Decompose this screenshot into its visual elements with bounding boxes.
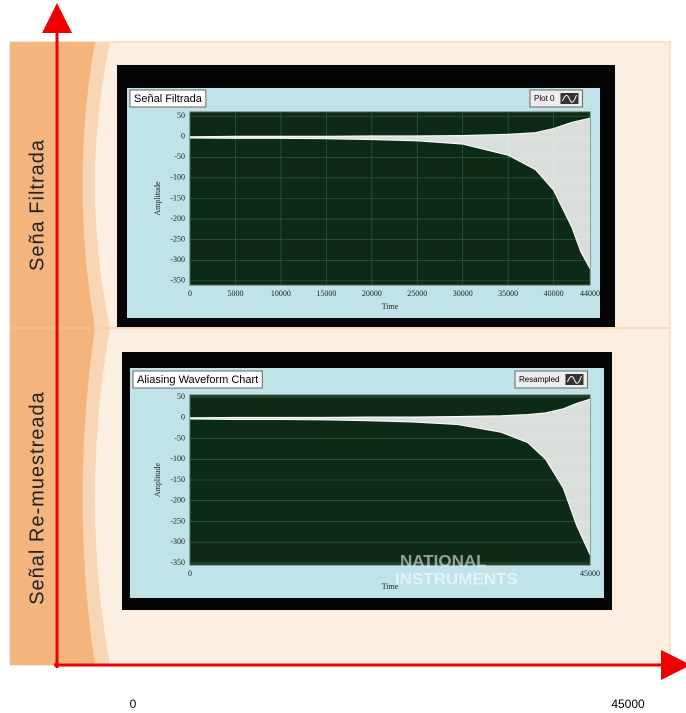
x-tick-label: 0 xyxy=(130,697,137,711)
signal-envelope xyxy=(190,118,590,269)
x-tick-label: 20000 xyxy=(362,289,382,298)
signal-lower xyxy=(189,418,591,555)
legend-label: Resampled xyxy=(519,375,559,384)
x-tick-label: 10000 xyxy=(271,289,291,298)
x-tick-label: 45000 xyxy=(580,569,600,578)
legend-line xyxy=(562,94,577,103)
x-tick-label: 30000 xyxy=(453,289,473,298)
y-tick-label: -50 xyxy=(174,152,185,161)
y-tick-label: 0 xyxy=(181,132,185,141)
y-tick-label: -200 xyxy=(170,496,185,505)
signal-envelope xyxy=(190,399,590,555)
y-tick-label: -100 xyxy=(170,173,185,182)
title-box xyxy=(132,370,263,389)
x-axis-label: Time xyxy=(382,582,399,591)
left-band xyxy=(10,42,95,665)
y-tick-label: -350 xyxy=(170,276,185,285)
band-curve xyxy=(82,42,110,665)
y-axis-label: Amplitude xyxy=(153,462,162,497)
y-tick-label: -300 xyxy=(170,255,185,264)
legend-label: Plot 0 xyxy=(534,94,555,103)
y-tick-label: 50 xyxy=(177,111,185,120)
signal-upper xyxy=(189,398,591,419)
y-tick-label: -150 xyxy=(170,193,185,202)
legend-line xyxy=(567,375,582,384)
y-tick-label: -300 xyxy=(170,537,185,546)
row-label: Señal Re-muestreada xyxy=(26,391,48,605)
y-tick-label: -100 xyxy=(170,454,185,463)
y-tick-label: -150 xyxy=(170,475,185,484)
y-tick-label: 50 xyxy=(177,392,185,401)
x-tick-label: 25000 xyxy=(407,289,427,298)
y-tick-label: -350 xyxy=(170,558,185,567)
row-label: Seña Filtrada xyxy=(26,139,48,271)
x-tick-label: 40000 xyxy=(544,289,564,298)
watermark: INSTRUMENTS xyxy=(395,569,518,588)
x-tick-label: 44000 xyxy=(580,289,600,298)
y-tick-label: 0 xyxy=(181,413,185,422)
y-tick-label: -200 xyxy=(170,214,185,223)
x-tick-label: 15000 xyxy=(316,289,336,298)
x-axis-label: Time xyxy=(382,302,399,311)
y-tick-label: -250 xyxy=(170,516,185,525)
y-axis-label: Amplitude xyxy=(153,181,162,216)
y-tick-label: -50 xyxy=(174,433,185,442)
title-box xyxy=(129,89,207,108)
signal-lower xyxy=(189,137,591,269)
chart-title: Aliasing Waveform Chart xyxy=(137,374,258,386)
x-tick-label: 45000 xyxy=(611,697,645,711)
signal-upper xyxy=(189,117,591,138)
y-tick-label: -250 xyxy=(170,235,185,244)
x-tick-label: 0 xyxy=(188,289,192,298)
x-tick-label: 5000 xyxy=(227,289,243,298)
x-tick-label: 35000 xyxy=(498,289,518,298)
watermark: NATIONAL xyxy=(400,551,487,570)
x-tick-label: 0 xyxy=(188,569,192,578)
charts: Señal Filtrada Plot 0 50 0 -50 -100 -150 -200 -2… xyxy=(117,65,615,610)
chart-title: Señal Filtrada xyxy=(134,93,203,105)
